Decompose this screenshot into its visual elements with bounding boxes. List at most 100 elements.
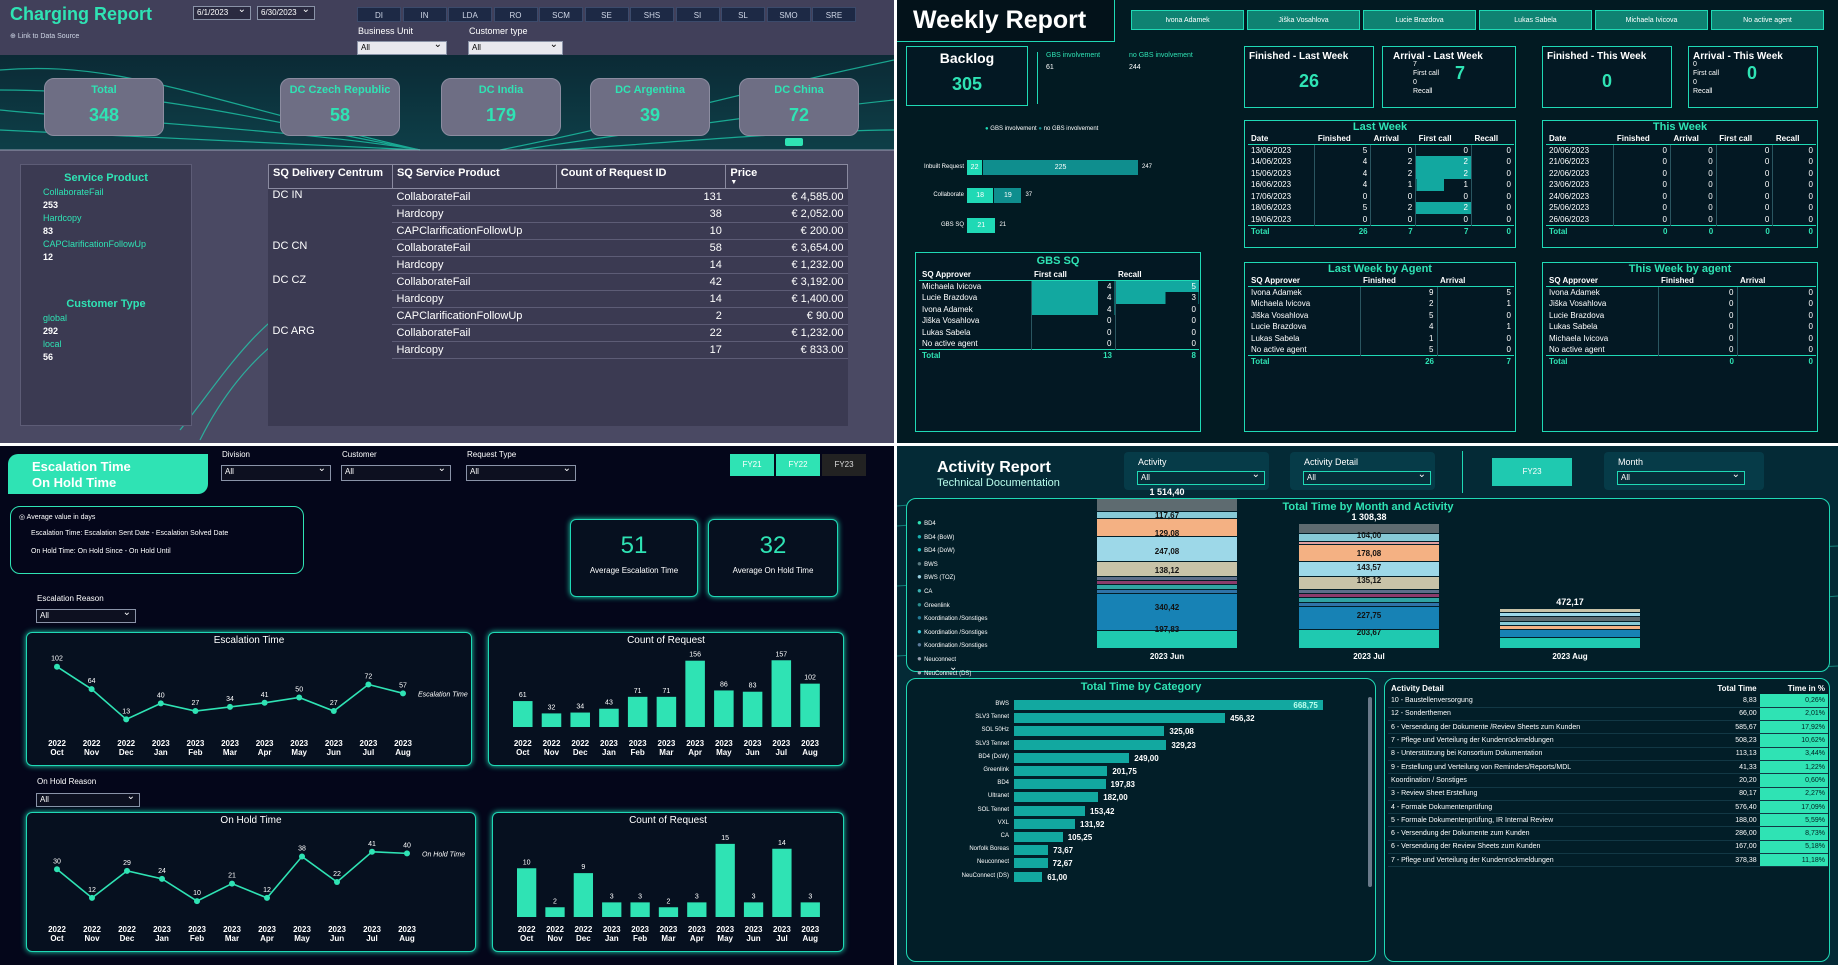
fy-button-fy23[interactable]: FY23 <box>822 454 866 476</box>
stack-segment[interactable] <box>1500 609 1640 614</box>
customer-type-item[interactable]: local <box>43 339 62 349</box>
date-from-input[interactable]: 6/1/2023 <box>193 4 251 20</box>
table-row[interactable]: DC IN CollaborateFail 131 € 4,585.00 <box>269 188 848 206</box>
agent-tab[interactable]: Jiška Vosahlova <box>1247 10 1360 30</box>
stack-segment[interactable] <box>1299 524 1439 534</box>
column-header[interactable]: First call <box>1415 133 1472 145</box>
table-row[interactable]: 17/06/2023 0 0 0 0 <box>1248 190 1514 202</box>
table-row[interactable]: DC CZ CollaborateFail 42 € 3,192.00 <box>269 273 848 291</box>
on-hold-reason-select[interactable]: All <box>36 791 140 807</box>
category-bar[interactable] <box>1014 818 1076 829</box>
data-point[interactable] <box>299 853 305 860</box>
country-button-sl[interactable]: SL <box>721 7 765 22</box>
table-row[interactable]: 14/06/2023 4 2 2 0 <box>1248 156 1514 168</box>
column-header[interactable]: Finished <box>1658 275 1737 287</box>
stack-segment[interactable] <box>1299 590 1439 594</box>
stack-segment[interactable] <box>1299 534 1439 542</box>
country-button-se[interactable]: SE <box>584 7 629 22</box>
table-row[interactable]: 15/06/2023 4 2 2 0 <box>1248 167 1514 179</box>
table-row[interactable]: 6 - Versendung der Dokumente /Review She… <box>1388 720 1828 735</box>
column-header[interactable]: Activity Detail <box>1391 684 1444 693</box>
data-point[interactable] <box>261 699 268 706</box>
stack-segment[interactable] <box>1500 638 1640 649</box>
bar[interactable] <box>541 713 562 727</box>
table-row[interactable]: DC ARG CollaborateFail 22 € 1,232.00 <box>269 324 848 342</box>
legend-item[interactable]: ● BWS (TOZ) <box>917 571 987 585</box>
stack-segment[interactable] <box>1500 617 1640 622</box>
stack-segment[interactable] <box>1097 499 1237 512</box>
column-header[interactable]: Finished <box>1360 275 1437 287</box>
table-row[interactable]: Jiška Vosahlova 0 0 <box>919 315 1199 327</box>
country-button-si[interactable]: SI <box>675 7 720 22</box>
column-header[interactable]: Count of Request ID <box>555 164 727 189</box>
legend-expand-icon[interactable]: ⌄ <box>949 662 958 673</box>
bar[interactable] <box>687 902 707 917</box>
stack-segment[interactable] <box>1299 602 1439 607</box>
table-row[interactable]: 21/06/2023 0 0 0 0 <box>1546 156 1816 168</box>
table-row[interactable]: Jiška Vosahlova 0 0 <box>1546 298 1816 310</box>
fy-button-fy22[interactable]: FY22 <box>776 454 820 476</box>
stack-segment[interactable] <box>1097 536 1237 562</box>
stack-column[interactable]: 117,67 129,08 247,08 138,12 340,42 197,83 <box>1097 499 1237 649</box>
category-bar[interactable] <box>1014 792 1099 803</box>
stack-segment[interactable] <box>1500 625 1640 631</box>
table-row[interactable]: Michaela Ivicova 0 0 <box>1546 332 1816 344</box>
country-button-lda[interactable]: LDA <box>448 7 492 22</box>
table-row[interactable]: CAPClarificationFollowUp 10 € 200.00 <box>269 222 848 240</box>
business-unit-select[interactable]: All <box>357 39 447 55</box>
stack-segment[interactable] <box>1097 577 1237 581</box>
backlog-bar-gbs[interactable]: 18 <box>967 188 994 203</box>
table-row[interactable]: No active agent 0 0 <box>1546 344 1816 356</box>
data-point[interactable] <box>264 894 270 901</box>
data-point[interactable] <box>123 716 130 723</box>
data-source-link[interactable]: ⊕ Link to Data Source <box>10 33 80 40</box>
category-bar[interactable] <box>1014 779 1106 790</box>
table-row[interactable]: No active agent 0 0 <box>919 338 1199 350</box>
legend-item[interactable]: ● Koordination /Sonstiges <box>917 639 987 653</box>
stack-segment[interactable] <box>1299 606 1439 631</box>
column-header[interactable]: Finished <box>1314 133 1371 145</box>
column-header[interactable]: Arrival <box>1370 133 1416 145</box>
data-point[interactable] <box>296 694 303 701</box>
escalation-reason-select[interactable]: All <box>36 607 136 623</box>
stack-segment[interactable] <box>1097 631 1237 649</box>
table-row[interactable]: 25/06/2023 0 0 0 0 <box>1546 202 1816 214</box>
stack-segment[interactable] <box>1097 519 1237 537</box>
table-row[interactable]: CAPClarificationFollowUp 2 € 90.00 <box>269 307 848 325</box>
data-point[interactable] <box>159 875 165 882</box>
stack-segment[interactable] <box>1500 621 1640 626</box>
activity-select[interactable]: All <box>1137 469 1265 485</box>
country-button-scm[interactable]: SCM <box>539 7 583 22</box>
customer-select[interactable]: All <box>341 463 451 481</box>
table-row[interactable]: Michaela Ivicova 2 1 <box>1248 298 1514 310</box>
category-bar[interactable] <box>1014 805 1085 816</box>
table-row[interactable]: Lucie Brazdova 4 3 <box>919 292 1199 304</box>
table-row[interactable]: 12 - Sonderthemen 66,00 2,01% <box>1388 707 1828 722</box>
column-header[interactable]: Date <box>1546 133 1614 145</box>
bar[interactable] <box>771 660 792 727</box>
bar[interactable] <box>714 690 734 727</box>
data-point[interactable] <box>334 879 340 885</box>
bar[interactable] <box>715 843 735 917</box>
table-row[interactable]: No active agent 5 0 <box>1248 344 1514 356</box>
legend-item[interactable]: ● BD4 (BoW) <box>917 531 987 545</box>
agent-tab[interactable]: Michaela Ivicova <box>1595 10 1708 30</box>
table-row[interactable]: 19/06/2023 0 0 0 0 <box>1248 213 1514 225</box>
data-point[interactable] <box>192 708 199 715</box>
bar[interactable] <box>573 873 594 917</box>
stack-column[interactable]: 104,00 178,08 143,57 135,12 227,75 203,67 <box>1299 524 1439 649</box>
agent-tab[interactable]: Ivona Adamek <box>1131 10 1244 30</box>
stack-segment[interactable] <box>1500 613 1640 618</box>
scroll-indicator[interactable] <box>785 138 803 146</box>
table-row[interactable]: Koordination / Sonstiges 20,20 0,60% <box>1388 773 1828 788</box>
legend-item[interactable]: ● CA <box>917 585 987 599</box>
table-row[interactable]: Hardcopy 17 € 833.00 <box>269 341 848 359</box>
data-point[interactable] <box>54 663 60 670</box>
agent-tab[interactable]: Lucie Brazdova <box>1363 10 1476 30</box>
legend-item[interactable]: ● Koordination /Sonstiges <box>917 612 987 626</box>
activity-detail-select[interactable]: All <box>1303 469 1431 485</box>
column-header[interactable]: SQ Approver <box>919 269 1031 281</box>
bar[interactable] <box>602 902 622 917</box>
table-row[interactable]: 5 - Formale Dokumentenprüfung, IR Intern… <box>1388 813 1828 828</box>
agent-tab[interactable]: Lukas Sabela <box>1479 10 1592 30</box>
